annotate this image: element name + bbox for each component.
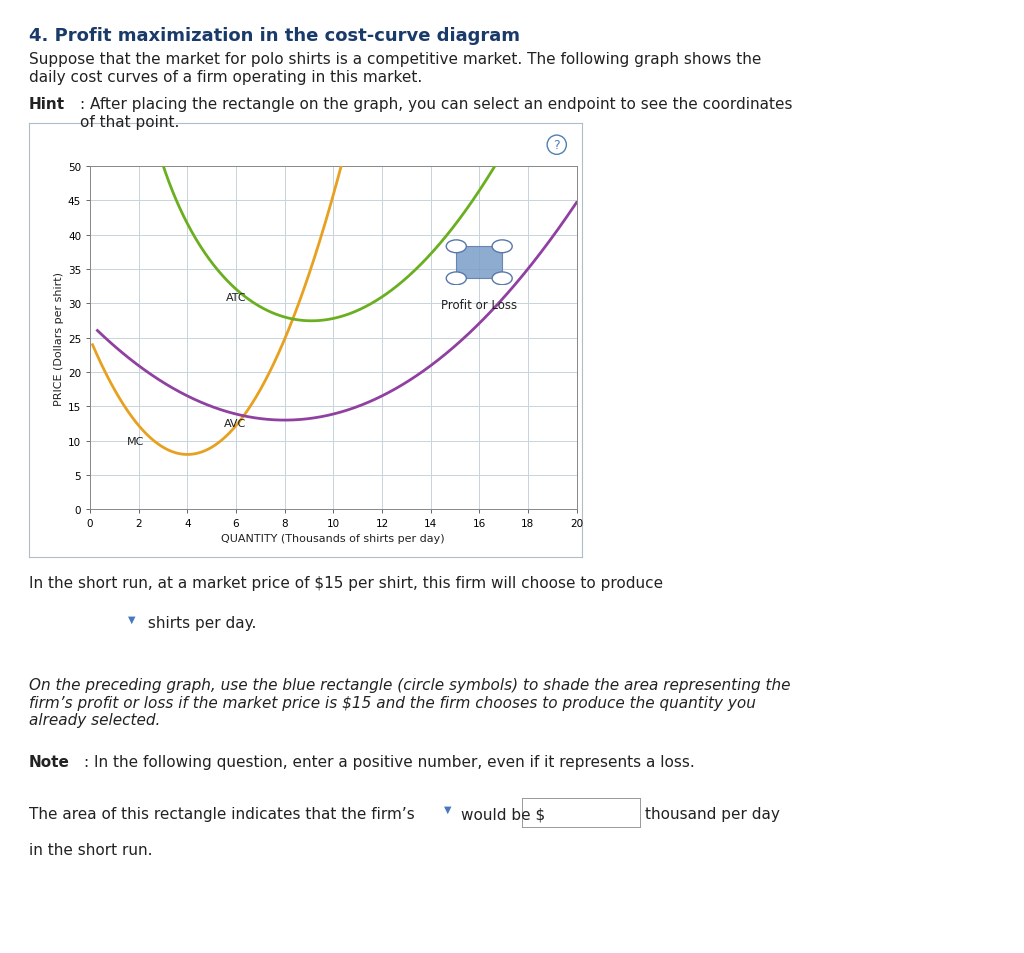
Text: Hint: Hint	[29, 97, 65, 112]
Text: Profit or Loss: Profit or Loss	[441, 298, 517, 312]
Text: ▼: ▼	[444, 804, 452, 814]
Text: Suppose that the market for polo shirts is a competitive market. The following g: Suppose that the market for polo shirts …	[29, 52, 761, 85]
Text: ▼: ▼	[128, 614, 135, 623]
FancyBboxPatch shape	[457, 247, 502, 279]
Circle shape	[493, 273, 512, 286]
Text: In the short run, at a market price of $15 per shirt, this firm will choose to p: In the short run, at a market price of $…	[29, 576, 663, 591]
Circle shape	[446, 240, 466, 253]
Text: thousand per day: thousand per day	[645, 806, 780, 821]
Text: shirts per day.: shirts per day.	[143, 616, 257, 631]
Circle shape	[446, 273, 466, 286]
Text: 4. Profit maximization in the cost-curve diagram: 4. Profit maximization in the cost-curve…	[29, 27, 519, 45]
Text: : In the following question, enter a positive number, even if it represents a lo: : In the following question, enter a pos…	[84, 754, 694, 769]
Text: : After placing the rectangle on the graph, you can select an endpoint to see th: : After placing the rectangle on the gra…	[80, 97, 793, 130]
X-axis label: QUANTITY (Thousands of shirts per day): QUANTITY (Thousands of shirts per day)	[221, 533, 445, 543]
Text: AVC: AVC	[224, 418, 246, 428]
Text: in the short run.: in the short run.	[29, 842, 153, 858]
Text: would be $: would be $	[461, 806, 545, 821]
Text: On the preceding graph, use the blue rectangle (circle symbols) to shade the are: On the preceding graph, use the blue rec…	[29, 678, 791, 727]
Text: ?: ?	[553, 139, 560, 152]
Circle shape	[493, 240, 512, 253]
Text: ATC: ATC	[226, 293, 247, 302]
Text: The area of this rectangle indicates that the firm’s: The area of this rectangle indicates tha…	[29, 806, 415, 821]
Text: MC: MC	[127, 436, 144, 447]
Text: Note: Note	[29, 754, 70, 769]
Y-axis label: PRICE (Dollars per shirt): PRICE (Dollars per shirt)	[53, 272, 63, 405]
